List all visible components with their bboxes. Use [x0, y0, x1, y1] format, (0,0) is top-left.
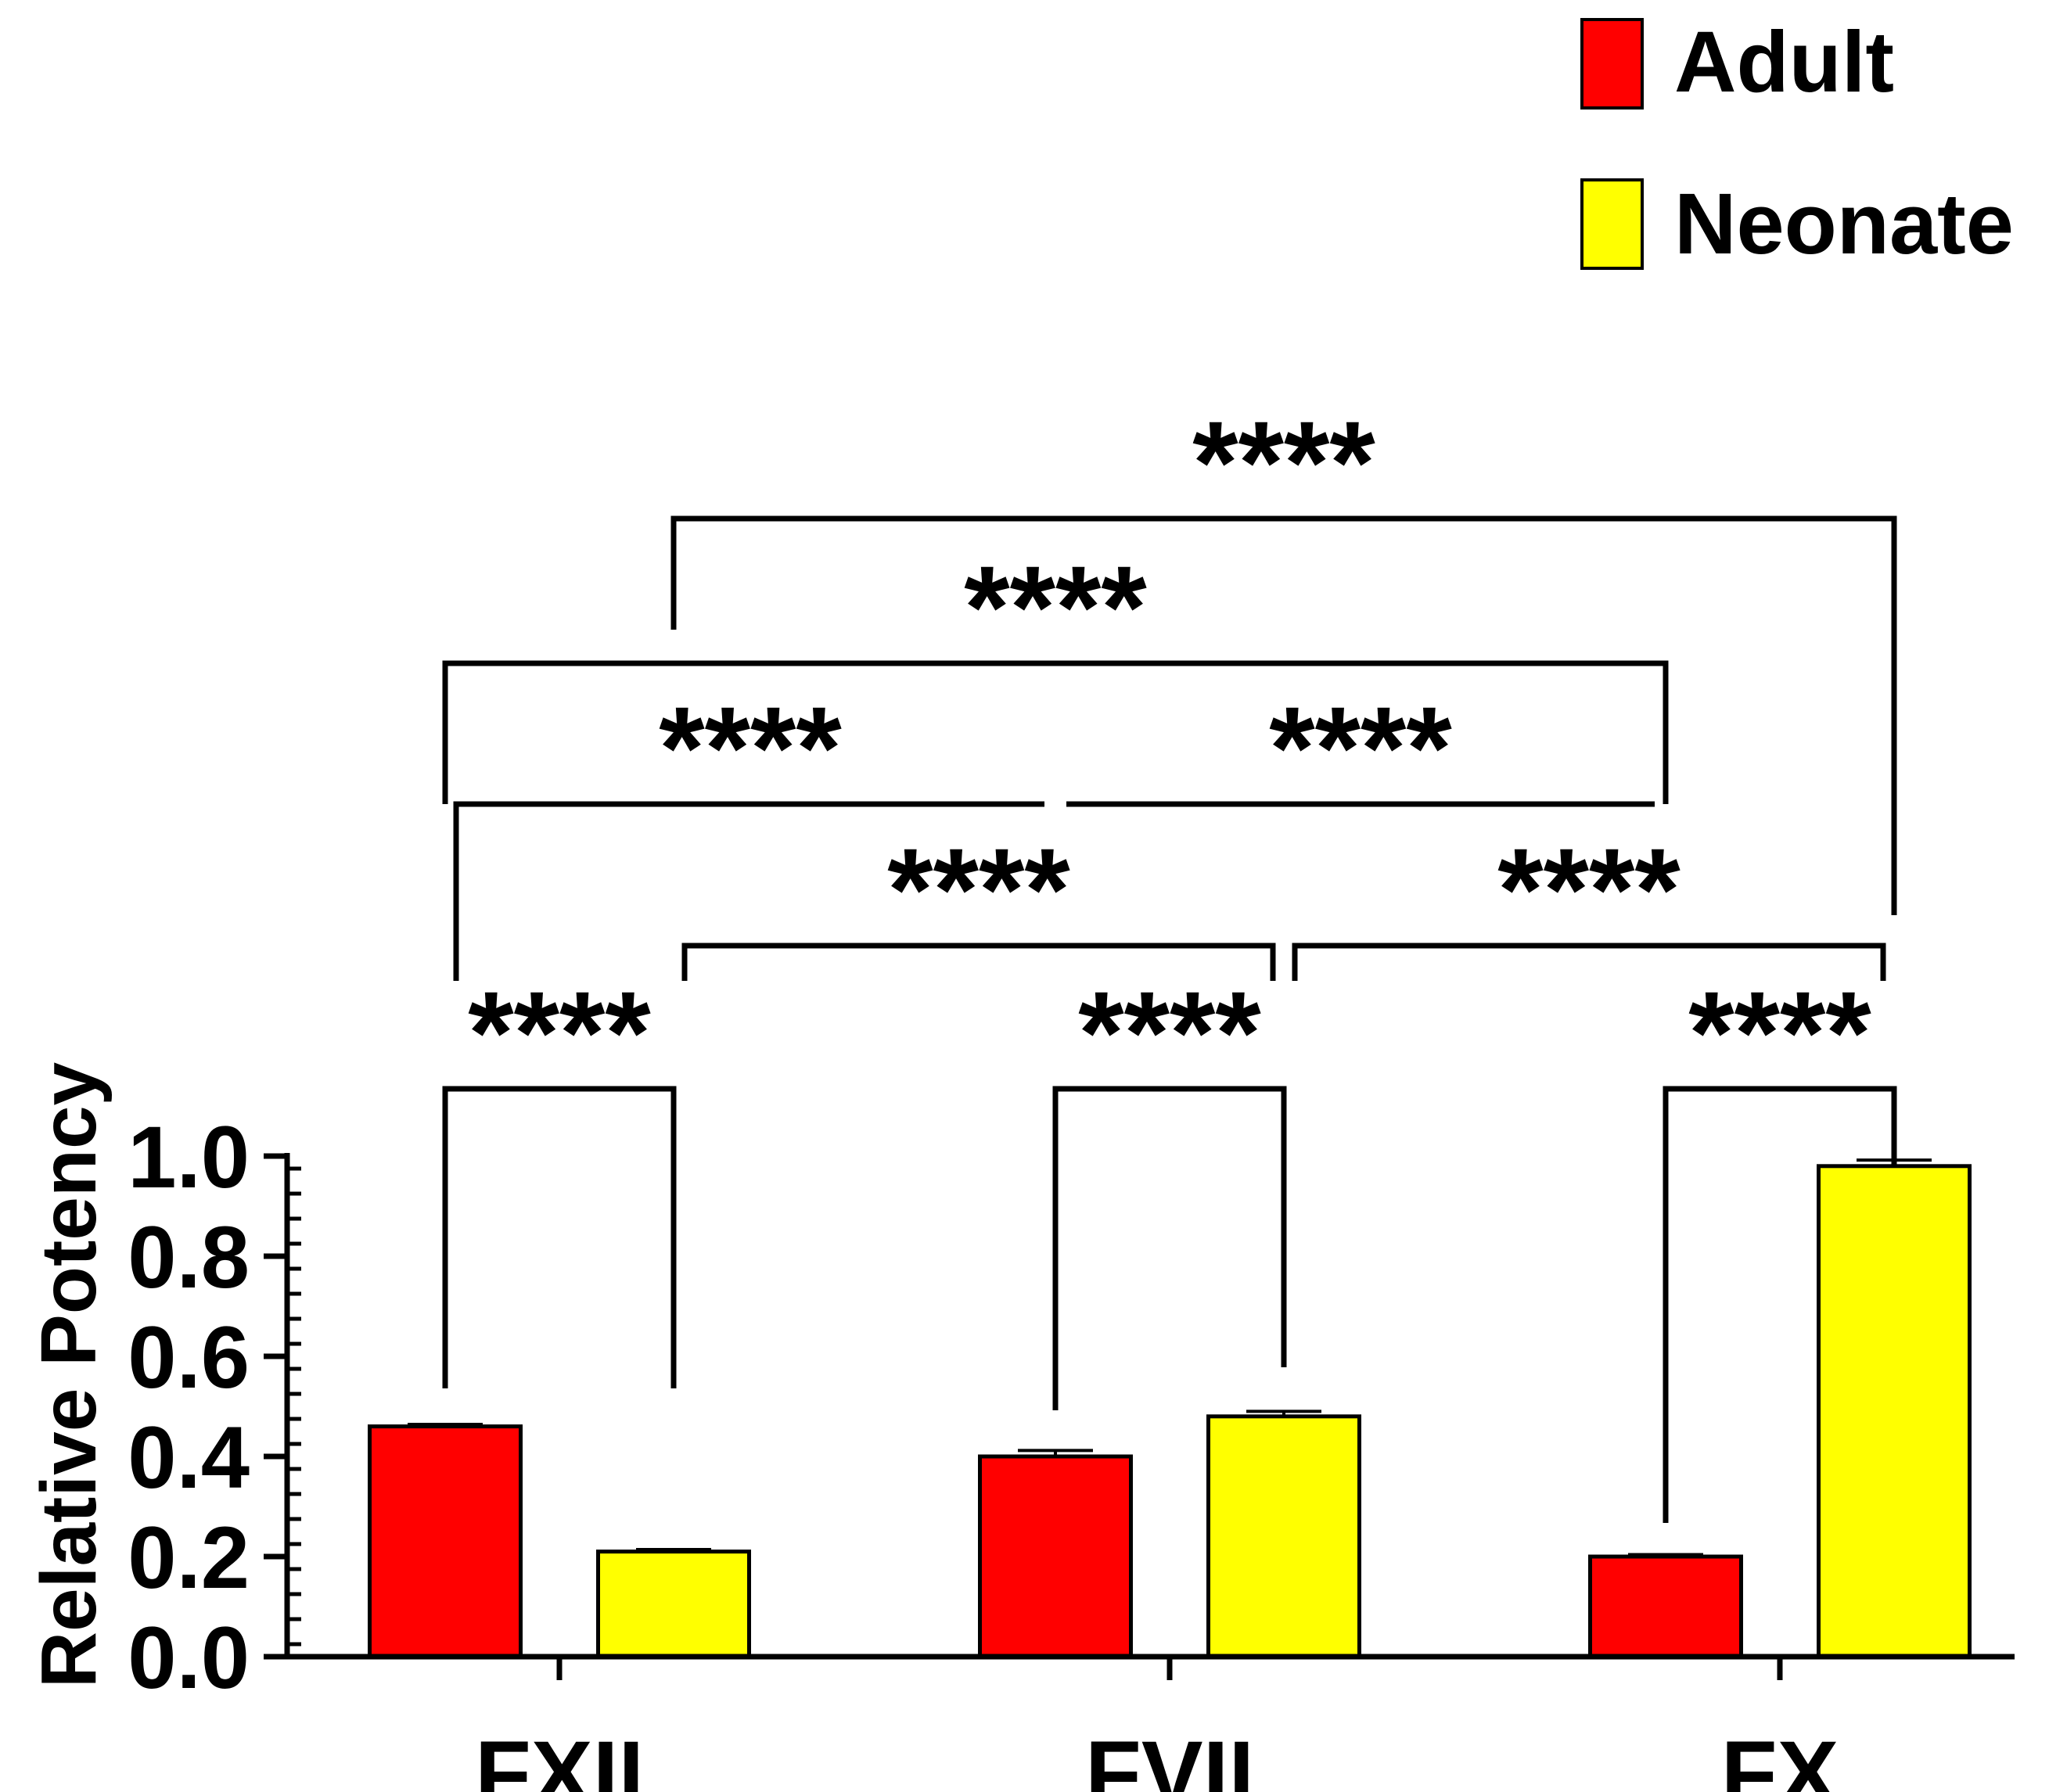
legend-swatch-adult	[1580, 18, 1644, 110]
bar-adult-fvii	[978, 1454, 1133, 1659]
comparison-bracket	[1292, 943, 1886, 981]
bar-neonate-fvii	[1206, 1414, 1361, 1659]
comparison-bracket	[1052, 1086, 1287, 1410]
significance-label: ****	[659, 682, 842, 813]
significance-label: ****	[468, 967, 651, 1098]
significance-label: ****	[1497, 824, 1681, 955]
legend-swatch-neonate	[1580, 178, 1644, 270]
significance-brackets: **** **** ******** ******** ************	[442, 397, 1897, 1523]
significance-label: ****	[887, 824, 1070, 955]
legend-label-neonate: Neonate	[1674, 176, 2014, 272]
y-axis-title: Relative Potency	[25, 1061, 113, 1688]
bar-neonate-fx	[1817, 1164, 1972, 1659]
bar-adult-fxii	[368, 1424, 523, 1659]
legend-label-adult: Adult	[1674, 14, 1894, 110]
x-tick-label-fvii: FVII	[1085, 1722, 1254, 1792]
y-tick-label: 0.4	[128, 1409, 250, 1507]
significance-label: ****	[1192, 397, 1375, 528]
y-tick-label: 0.2	[128, 1509, 250, 1607]
significance-label: ****	[964, 541, 1147, 673]
y-tick-label: 1.0	[128, 1108, 250, 1206]
comparison-bracket	[442, 1086, 677, 1388]
significance-label: ****	[1269, 682, 1452, 813]
axes: 0.00.20.40.60.81.0 FXII FVII FX	[128, 1108, 2015, 1792]
bars	[368, 1158, 1972, 1659]
significance-label: ****	[1688, 967, 1871, 1098]
y-tick-label: 0.8	[128, 1208, 250, 1306]
x-tick-label-fx: FX	[1721, 1722, 1839, 1792]
x-tick-label-fxii: FXII	[475, 1722, 644, 1792]
comparison-bracket	[670, 515, 1897, 915]
bar-neonate-fxii	[596, 1550, 751, 1659]
y-tick-label: 0.0	[128, 1609, 250, 1707]
comparison-bracket	[453, 801, 1044, 981]
comparison-bracket	[442, 660, 1669, 804]
y-tick-label: 0.6	[128, 1309, 250, 1406]
significance-label: ****	[1078, 967, 1261, 1098]
comparison-bracket	[681, 943, 1276, 981]
legend: Adult Neonate	[1580, 14, 2014, 272]
bar-adult-fx	[1588, 1554, 1743, 1659]
